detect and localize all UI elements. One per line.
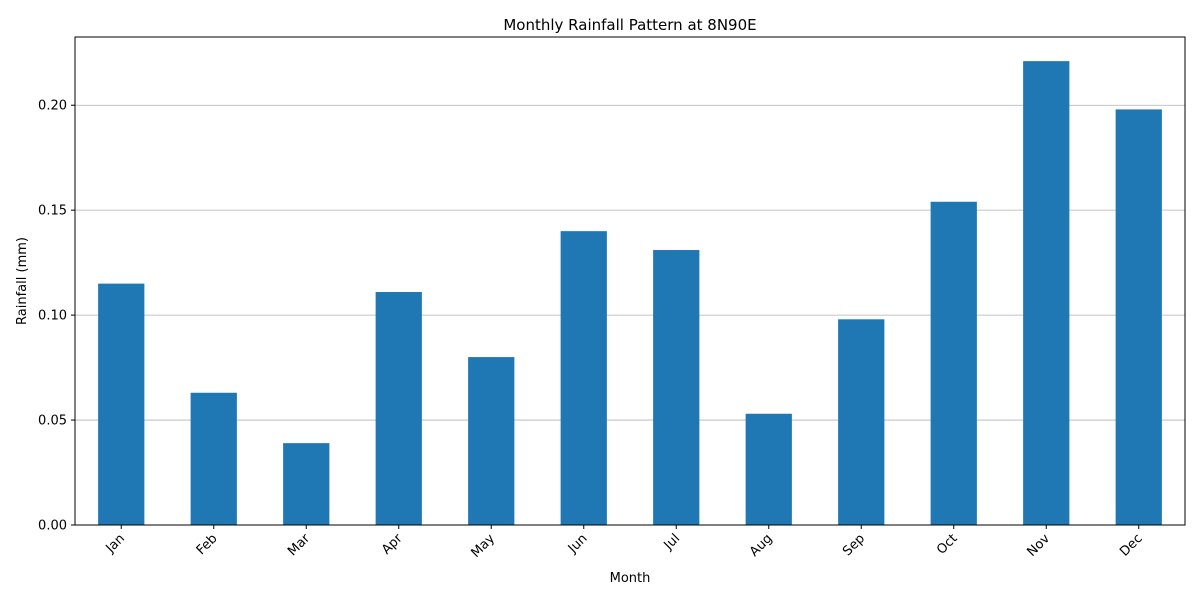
x-tick-label: Mar — [285, 531, 313, 559]
grid-layer — [75, 104, 1185, 526]
x-tick-label: Sep — [840, 531, 868, 559]
y-axis-label: Rainfall (mm) — [15, 237, 30, 325]
bar-sep — [838, 319, 885, 525]
x-tick-label: Jun — [565, 531, 591, 557]
y-tick-label: 0.05 — [38, 414, 67, 429]
bar-jun — [560, 231, 607, 525]
bar-feb — [190, 392, 237, 525]
bars-layer — [98, 61, 1162, 525]
y-tick-label: 0.15 — [38, 204, 67, 219]
x-tick-label: May — [468, 531, 498, 561]
axes-layer — [74, 36, 1186, 526]
bar-jan — [98, 283, 145, 525]
bar-oct — [930, 201, 977, 525]
bar-apr — [375, 292, 422, 525]
y-tick-label: 0.20 — [38, 99, 67, 114]
bar-nov — [1023, 61, 1070, 525]
bar-jul — [653, 250, 700, 525]
plot-frame — [74, 36, 1186, 526]
y-tick-label: 0.00 — [38, 519, 67, 534]
x-tick-label: Oct — [934, 531, 961, 558]
x-tick-label: Jan — [103, 531, 128, 556]
bar-aug — [745, 413, 792, 525]
x-tick-label: Aug — [747, 531, 776, 560]
bar-mar — [283, 443, 330, 525]
x-axis-label: Month — [610, 571, 651, 586]
x-tick-label: Feb — [194, 531, 221, 558]
x-tick-label: Apr — [379, 531, 406, 558]
x-tick-label: Jul — [661, 531, 683, 553]
chart-title: Monthly Rainfall Pattern at 8N90E — [503, 16, 756, 34]
x-tick-label: Nov — [1025, 531, 1054, 560]
y-tick-label: 0.10 — [38, 309, 67, 324]
bar-may — [468, 357, 515, 525]
bar-dec — [1115, 109, 1162, 525]
x-tick-label: Dec — [1117, 531, 1145, 559]
